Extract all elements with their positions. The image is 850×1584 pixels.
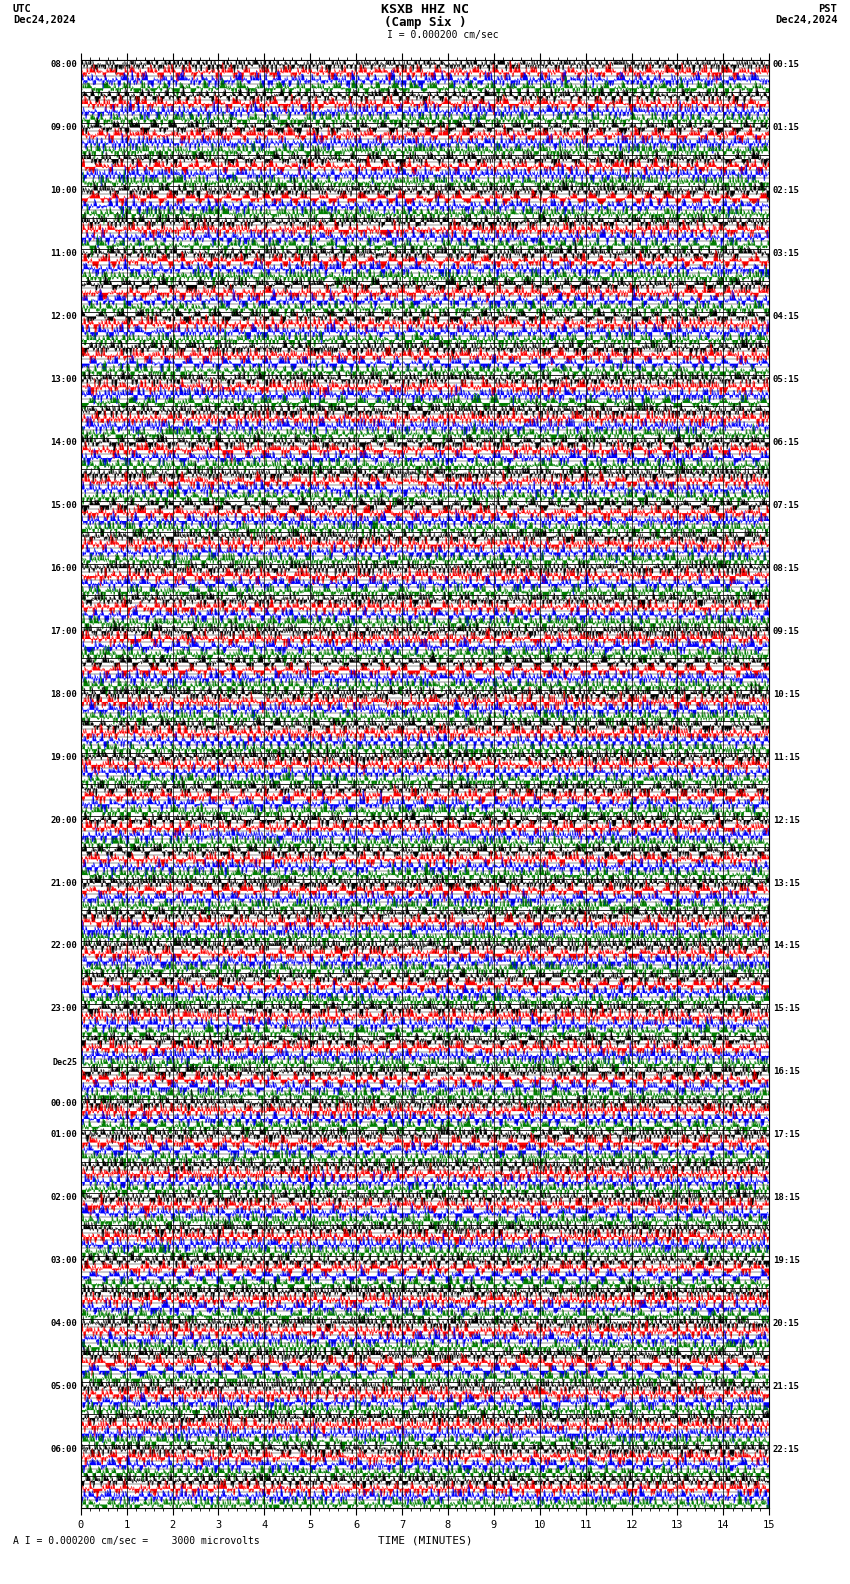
Text: 14:00: 14:00	[50, 437, 77, 447]
Text: 05:00: 05:00	[50, 1383, 77, 1391]
Text: 20:15: 20:15	[773, 1319, 800, 1327]
Text: 00:00: 00:00	[50, 1099, 77, 1107]
Text: 03:00: 03:00	[50, 1256, 77, 1266]
Text: (Camp Six ): (Camp Six )	[383, 16, 467, 29]
Text: 17:00: 17:00	[50, 627, 77, 635]
Text: Dec25: Dec25	[53, 1058, 77, 1068]
Text: 09:00: 09:00	[50, 124, 77, 131]
Text: 15:15: 15:15	[773, 1004, 800, 1014]
Text: 10:15: 10:15	[773, 689, 800, 699]
Text: 16:00: 16:00	[50, 564, 77, 573]
Text: Dec24,2024: Dec24,2024	[774, 14, 837, 25]
Text: 01:15: 01:15	[773, 124, 800, 131]
Text: 15:00: 15:00	[50, 501, 77, 510]
Text: 19:00: 19:00	[50, 752, 77, 762]
Text: 22:00: 22:00	[50, 941, 77, 950]
Text: 04:15: 04:15	[773, 312, 800, 322]
Text: 07:15: 07:15	[773, 501, 800, 510]
Text: 03:15: 03:15	[773, 249, 800, 258]
Text: PST: PST	[819, 3, 837, 14]
Text: 04:00: 04:00	[50, 1319, 77, 1327]
Text: Dec24,2024: Dec24,2024	[13, 14, 76, 25]
Text: 13:00: 13:00	[50, 375, 77, 383]
Text: 14:15: 14:15	[773, 941, 800, 950]
Text: 21:00: 21:00	[50, 879, 77, 887]
Text: 02:15: 02:15	[773, 185, 800, 195]
Text: 16:15: 16:15	[773, 1068, 800, 1077]
Text: 06:00: 06:00	[50, 1445, 77, 1454]
Text: 09:15: 09:15	[773, 627, 800, 635]
Text: 11:15: 11:15	[773, 752, 800, 762]
Text: 19:15: 19:15	[773, 1256, 800, 1266]
Text: 12:15: 12:15	[773, 816, 800, 825]
Text: 20:00: 20:00	[50, 816, 77, 825]
Text: 11:00: 11:00	[50, 249, 77, 258]
Text: I = 0.000200 cm/sec: I = 0.000200 cm/sec	[387, 30, 498, 40]
Text: 06:15: 06:15	[773, 437, 800, 447]
Text: 10:00: 10:00	[50, 185, 77, 195]
Text: 12:00: 12:00	[50, 312, 77, 322]
Text: 01:00: 01:00	[50, 1131, 77, 1139]
Text: 23:00: 23:00	[50, 1004, 77, 1014]
Text: 18:00: 18:00	[50, 689, 77, 699]
Text: 17:15: 17:15	[773, 1131, 800, 1139]
Text: 22:15: 22:15	[773, 1445, 800, 1454]
Text: A I = 0.000200 cm/sec =    3000 microvolts: A I = 0.000200 cm/sec = 3000 microvolts	[13, 1536, 259, 1546]
Text: 18:15: 18:15	[773, 1193, 800, 1202]
Text: 08:00: 08:00	[50, 60, 77, 70]
X-axis label: TIME (MINUTES): TIME (MINUTES)	[377, 1535, 473, 1546]
Text: UTC: UTC	[13, 3, 31, 14]
Text: 05:15: 05:15	[773, 375, 800, 383]
Text: 02:00: 02:00	[50, 1193, 77, 1202]
Text: 00:15: 00:15	[773, 60, 800, 70]
Text: 13:15: 13:15	[773, 879, 800, 887]
Text: KSXB HHZ NC: KSXB HHZ NC	[381, 3, 469, 16]
Text: 08:15: 08:15	[773, 564, 800, 573]
Text: 21:15: 21:15	[773, 1383, 800, 1391]
